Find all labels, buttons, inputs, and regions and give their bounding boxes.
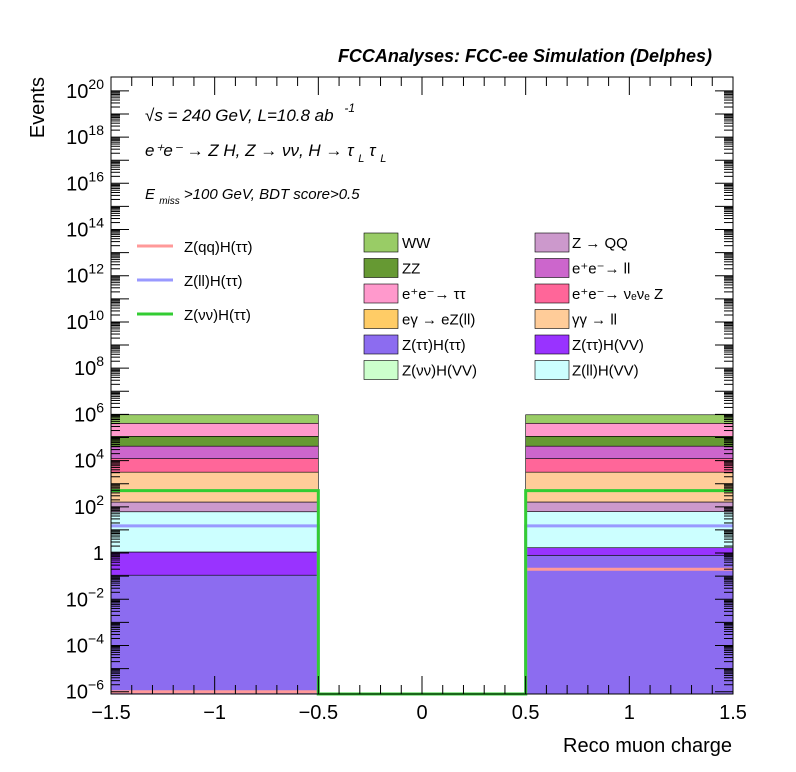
y-tick-label: 1010 xyxy=(66,307,104,334)
legend-label: Z(ll)H(VV) xyxy=(572,363,639,380)
annotation-sqrt-s: √s = 240 GeV, L=10.8 ab -1 xyxy=(145,101,355,125)
legend-swatch-ww xyxy=(363,232,399,253)
x-tick-label: −0.5 xyxy=(299,702,338,724)
bar-zz-bin-0 xyxy=(110,436,319,447)
legend: Z(qq)H(ττ) Z(ll)H(ττ) Z(νν)H(ττ) WW ZZ e⁺e⁻→ … xyxy=(137,232,663,380)
process-sub-L2: L xyxy=(380,153,386,165)
legend-swatch-z-qq xyxy=(534,232,570,253)
y-tick-label: 1018 xyxy=(66,122,104,149)
y-tick-label: 104 xyxy=(74,446,104,473)
y-tick-label: 1 xyxy=(93,543,104,565)
svg-text:e⁺e⁻ → Z H, Z → νν, H → τ: e⁺e⁻ → Z H, Z → νν, H → τ L τ L xyxy=(145,141,386,166)
legend-swatch-e-e-ll xyxy=(534,258,570,278)
bar-e-e-ll-bin-2 xyxy=(525,445,734,459)
legend-swatch-z-h-vv xyxy=(363,360,399,380)
y-tick-label: 10−6 xyxy=(66,677,104,704)
y-axis-label: Events xyxy=(27,77,49,138)
legend-swatch-e-e-z xyxy=(534,283,570,304)
legend-label: Z(ττ)H(ττ) xyxy=(402,337,466,354)
cut-text: >100 GeV, BDT score>0.5 xyxy=(184,186,360,203)
y-tick-label: 102 xyxy=(74,492,104,519)
sqrt-s-text: √s = 240 GeV, L=10.8 ab xyxy=(145,106,334,125)
bar-ll-bin-0 xyxy=(110,471,319,503)
y-tick-label: 108 xyxy=(74,353,104,380)
legend-swatch-zz xyxy=(363,258,399,278)
y-tick-label: 1020 xyxy=(66,76,104,103)
bar-e-e-bin-0 xyxy=(110,422,319,437)
legend-label: eγ → eZ(ll) xyxy=(402,312,475,329)
x-tick-labels: −1.5 −1 −0.5 0 0.5 1 1.5 xyxy=(91,702,747,724)
bar-z-h-bin-2 xyxy=(525,554,734,695)
legend-swatch-ll xyxy=(534,309,570,329)
bar-e-e-e-e-z-bin-0 xyxy=(110,458,319,473)
x-tick-label: −1.5 xyxy=(91,702,130,724)
y-tick-labels: 10−6 10−4 10−2 1 102 104 106 108 1010 1012 1014 101… xyxy=(66,76,104,704)
legend-label: e⁺e⁻→ νₑνₑ Z xyxy=(572,286,663,303)
bar-z-ll-h-vv-bin-0 xyxy=(110,511,319,553)
x-tick-label: 0.5 xyxy=(512,702,540,724)
bar-e-e-bin-2 xyxy=(525,422,734,437)
bar-z-h-vv-bin-2 xyxy=(525,547,734,556)
legend-label: Z(qq)H(ττ) xyxy=(184,239,253,256)
svg-text:√s = 240 GeV, L=10.8 ab: √s = 240 GeV, L=10.8 ab -1 xyxy=(145,101,355,125)
annotation-cut: E miss >100 GeV, BDT score>0.5 xyxy=(145,186,360,208)
x-axis-label: Reco muon charge xyxy=(563,735,732,757)
legend-swatch-e-e xyxy=(363,283,399,304)
legend-swatch-z-ll-h-vv xyxy=(534,360,570,380)
bar-e-e-ll-bin-0 xyxy=(110,445,319,459)
x-tick-label: 1.5 xyxy=(719,702,747,724)
bar-z-h-vv-bin-0 xyxy=(110,551,319,576)
legend-label: Z(νν)H(VV) xyxy=(402,363,477,380)
process-tau2: τ xyxy=(369,141,377,160)
legend-swatch-e-ez-ll xyxy=(363,309,399,329)
legend-label: Z(ll)H(ττ) xyxy=(184,273,243,290)
x-tick-label: 1 xyxy=(624,702,635,724)
y-tick-label: 106 xyxy=(74,399,104,426)
legend-label: Z(νν)H(ττ) xyxy=(184,307,251,324)
legend-label: e⁺e⁻→ ττ xyxy=(402,286,466,303)
lumi-exponent: -1 xyxy=(344,101,355,115)
legend-label: γγ → ll xyxy=(572,312,617,329)
bar-z-qq-bin-0 xyxy=(110,501,319,513)
legend-label: Z → QQ xyxy=(572,235,628,252)
svg-text:E miss >100 GeV, B: E miss >100 GeV, BDT score>0.5 xyxy=(145,186,360,208)
legend-label: WW xyxy=(402,235,431,252)
legend-label: e⁺e⁻→ ll xyxy=(572,261,630,278)
bar-z-qq-bin-2 xyxy=(525,501,734,512)
bar-ww-bin-2 xyxy=(525,414,734,424)
legend-swatch-z-h xyxy=(363,334,399,355)
y-tick-label: 1012 xyxy=(66,261,104,288)
x-tick-label: −1 xyxy=(203,702,226,724)
legend-label: ZZ xyxy=(402,261,420,278)
legend-swatch-z-h-vv xyxy=(534,334,570,355)
chart-title: FCCAnalyses: FCC-ee Simulation (Delphes) xyxy=(338,46,712,66)
process-text: e⁺e⁻ → Z H, Z → νν, H → τ xyxy=(145,141,355,160)
legend-label: Z(ττ)H(VV) xyxy=(572,337,644,354)
stacked-bars xyxy=(110,414,734,695)
bar-z-ll-h-vv-bin-2 xyxy=(525,511,734,549)
bar-z-h-bin-0 xyxy=(110,574,319,695)
axis-ticks xyxy=(110,77,734,694)
y-tick-label: 10−2 xyxy=(66,584,104,611)
bar-e-e-e-e-z-bin-2 xyxy=(525,458,734,473)
bar-zz-bin-2 xyxy=(525,436,734,447)
emiss-sub: miss xyxy=(159,196,180,207)
bar-ww-bin-0 xyxy=(110,414,319,424)
emiss-text: E xyxy=(145,186,156,203)
y-tick-label: 1016 xyxy=(66,168,104,195)
process-sub-L1: L xyxy=(358,153,364,165)
x-tick-label: 0 xyxy=(416,702,427,724)
y-tick-label: 1014 xyxy=(66,215,104,242)
bar-ll-bin-2 xyxy=(525,471,734,503)
annotation-process: e⁺e⁻ → Z H, Z → νν, H → τ L τ L xyxy=(145,141,386,166)
y-tick-label: 10−4 xyxy=(66,630,104,657)
